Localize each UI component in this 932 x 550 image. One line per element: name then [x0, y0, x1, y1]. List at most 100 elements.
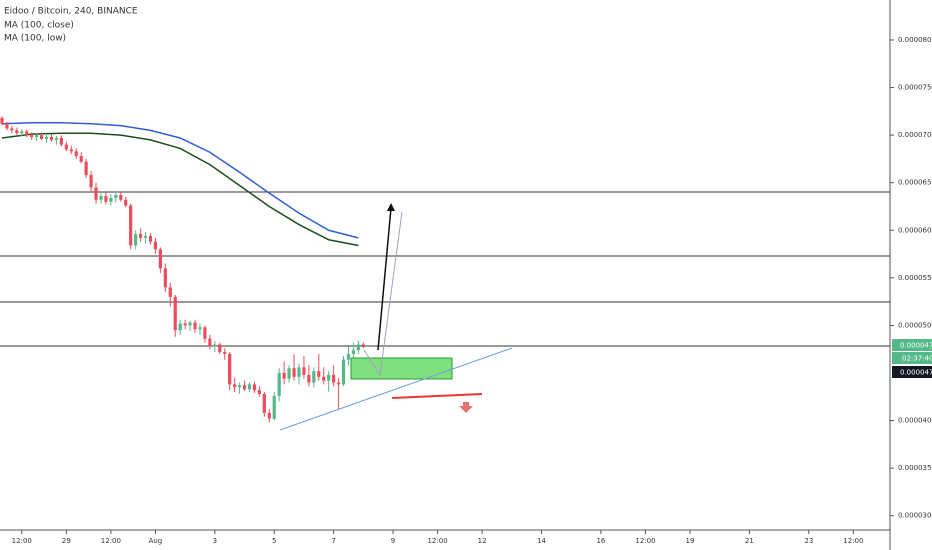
candle-body — [59, 137, 63, 145]
candle-body — [64, 144, 68, 150]
candle-body — [252, 384, 257, 391]
candle-body — [129, 205, 133, 246]
up-arrow — [377, 207, 392, 351]
candle-body — [10, 128, 14, 131]
candle-body — [346, 353, 351, 360]
candle-body — [297, 367, 301, 377]
candle-body — [163, 268, 167, 288]
candle-body — [35, 135, 39, 138]
candle-body — [223, 352, 227, 354]
candle-body — [233, 384, 237, 388]
target-zone — [350, 357, 453, 380]
candle-body — [168, 287, 172, 297]
candle-body — [198, 327, 202, 330]
price-tag — [892, 339, 932, 351]
candle-body — [351, 350, 356, 354]
candle-body — [322, 376, 326, 381]
price-tag-text: 0.0000478 — [900, 369, 932, 377]
candle-body — [158, 249, 162, 269]
x-tick-label: 5 — [272, 537, 276, 545]
candle-body — [262, 393, 266, 413]
support-line — [391, 393, 483, 399]
up-arrow-head — [387, 203, 395, 211]
countdown-text: 02:37:40 — [902, 355, 932, 363]
candle-body — [203, 327, 207, 339]
candle-body — [173, 296, 177, 331]
candle-body — [183, 323, 187, 326]
candle-body — [247, 384, 252, 390]
plot — [0, 116, 365, 423]
candle-body — [69, 149, 73, 152]
price-tag-text: 0.0000479 — [900, 342, 932, 350]
candle-body — [114, 195, 118, 198]
x-tick-label: 23 — [804, 537, 813, 545]
candle-body — [49, 137, 54, 140]
x-tick-label: 12:00 — [635, 537, 655, 545]
x-tick-label: 21 — [745, 537, 754, 545]
candle-body — [94, 187, 98, 200]
candle-body — [272, 395, 276, 419]
x-tick-label: 16 — [596, 537, 605, 545]
x-tick-label: 12 — [478, 537, 487, 545]
candle-body — [277, 372, 281, 396]
candle-body — [54, 137, 59, 140]
candle-body — [109, 197, 113, 202]
candle-body — [134, 234, 138, 246]
candle-body — [188, 322, 192, 326]
x-tick-label: 14 — [537, 537, 546, 545]
candle-body — [143, 235, 148, 238]
candle-body — [148, 235, 153, 242]
projection-path — [363, 211, 403, 377]
candle-body — [44, 137, 49, 139]
candle-body — [341, 359, 346, 385]
legend-entry: MA (100, close) — [4, 21, 74, 31]
candle-body — [327, 374, 331, 381]
candle-body — [267, 412, 271, 419]
candle-body — [84, 161, 88, 176]
candle-body — [307, 374, 311, 383]
candle-body — [317, 371, 321, 377]
x-tick-label: Aug — [149, 537, 163, 545]
candle-body — [138, 234, 143, 238]
candle-body — [356, 344, 360, 351]
candle-body — [332, 374, 336, 383]
price-tag — [892, 366, 932, 378]
drawings — [0, 191, 890, 431]
x-tick-label: 9 — [391, 537, 395, 545]
x-tick-label: 12:00 — [101, 537, 121, 545]
down-arrow — [459, 402, 473, 413]
candle-body — [237, 385, 242, 388]
x-tick-label: 12:00 — [12, 537, 32, 545]
candle-body — [89, 175, 93, 188]
x-tick-label: 3 — [213, 537, 217, 545]
candle-body — [153, 241, 158, 250]
legend-entry: MA (100, low) — [4, 34, 66, 44]
candle-body — [104, 196, 108, 202]
candle-body — [312, 371, 316, 383]
x-tick-label: 12:00 — [843, 537, 863, 545]
x-tick-label: 19 — [686, 537, 695, 545]
candle-body — [30, 135, 34, 138]
candle-body — [5, 123, 9, 129]
candle-body — [39, 135, 44, 139]
candle-body — [208, 338, 212, 347]
candle-body — [287, 368, 291, 379]
countdown-tag — [892, 352, 932, 364]
candle-body — [0, 117, 4, 124]
candle-body — [257, 390, 261, 394]
candle-body — [242, 385, 247, 390]
moving-average — [1, 132, 359, 247]
candle-body — [193, 322, 197, 330]
candle-body — [292, 368, 296, 377]
candle-body — [302, 367, 306, 375]
